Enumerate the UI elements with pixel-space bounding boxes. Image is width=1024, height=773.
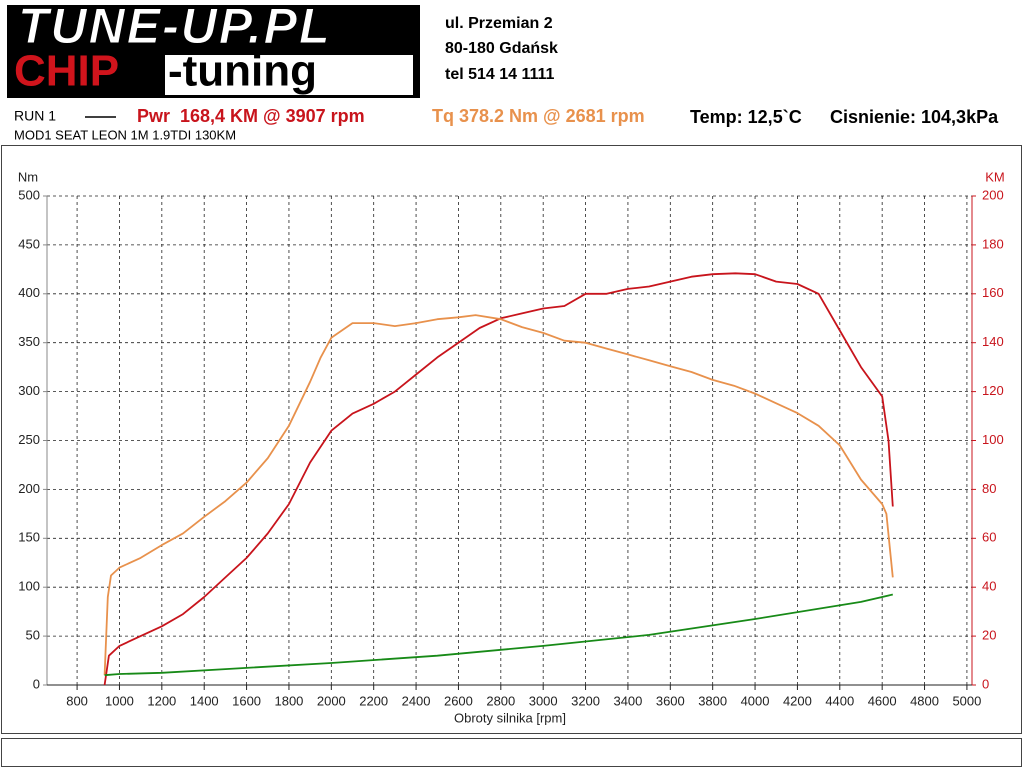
y2-tick-label: 60	[982, 530, 996, 545]
x-tick-label: 2200	[359, 693, 388, 708]
chart-frame	[1, 145, 1022, 734]
y2-tick-label: 160	[982, 285, 1004, 300]
y2-tick-label: 20	[982, 628, 996, 643]
x-tick-label: 3600	[656, 693, 685, 708]
address: ul. Przemian 2	[445, 15, 553, 32]
y2-tick-label: 40	[982, 579, 996, 594]
y-tick-label: 150	[18, 530, 40, 545]
y-tick-label: 250	[18, 432, 40, 447]
y2-tick-label: 0	[982, 676, 989, 691]
y-tick-label: 0	[33, 676, 40, 691]
logo-top: TUNE-UP.PL	[18, 0, 332, 54]
x-tick-label: 4800	[910, 693, 939, 708]
x-tick-label: 4200	[783, 693, 812, 708]
temp: Temp: 12,5`C	[690, 107, 802, 127]
logo-chip: CHIP	[14, 47, 119, 96]
y-tick-label: 300	[18, 383, 40, 398]
x-tick-label: 5000	[952, 693, 981, 708]
y-tick-label: 100	[18, 579, 40, 594]
x-tick-label: 1000	[105, 693, 134, 708]
legend-power: Pwr 168,4 KM @ 3907 rpm	[137, 106, 365, 126]
x-tick-label: 2800	[486, 693, 515, 708]
y-tick-label: 200	[18, 481, 40, 496]
y2-tick-label: 80	[982, 481, 996, 496]
y2-tick-label: 100	[982, 432, 1004, 447]
x-tick-label: 4600	[868, 693, 897, 708]
series-line	[103, 272, 894, 686]
x-tick-label: 1800	[274, 693, 303, 708]
y-tick-label: 450	[18, 236, 40, 251]
y-axis-title: Nm	[18, 169, 38, 184]
y2-tick-label: 180	[982, 236, 1004, 251]
y2-tick-label: 200	[982, 187, 1004, 202]
x-tick-label: 4000	[741, 693, 770, 708]
x-tick-label: 2600	[444, 693, 473, 708]
y2-axis-title: KM	[985, 169, 1005, 184]
legend-torque: Tq 378.2 Nm @ 2681 rpm	[432, 106, 645, 126]
logo-band	[165, 55, 413, 95]
x-axis-title: Obroty silnika [rpm]	[454, 710, 566, 725]
series-line	[103, 314, 894, 676]
x-tick-label: 3000	[529, 693, 558, 708]
x-tick-label: 3400	[613, 693, 642, 708]
x-tick-label: 4400	[825, 693, 854, 708]
address: 80-180 Gdańsk	[445, 40, 558, 57]
x-tick-label: 1200	[147, 693, 176, 708]
y-tick-label: 50	[26, 628, 40, 643]
run: RUN 1	[14, 108, 56, 124]
address: tel 514 14 1111	[445, 66, 555, 83]
y2-tick-label: 140	[982, 334, 1004, 349]
x-tick-label: 1400	[190, 693, 219, 708]
y-tick-label: 350	[18, 334, 40, 349]
footer-box	[1, 738, 1022, 767]
x-tick-label: 1600	[232, 693, 261, 708]
x-tick-label: 3800	[698, 693, 727, 708]
x-tick-label: 800	[66, 693, 88, 708]
x-tick-label: 3200	[571, 693, 600, 708]
x-tick-label: 2000	[317, 693, 346, 708]
series-line	[104, 593, 894, 677]
pressure: Cisnienie: 104,3kPa	[830, 107, 999, 127]
logo-tuning: -tuning	[168, 47, 317, 96]
y2-tick-label: 120	[982, 383, 1004, 398]
x-tick-label: 2400	[402, 693, 431, 708]
vehicle: MOD1 SEAT LEON 1M 1.9TDI 130KM	[14, 127, 236, 142]
y-tick-label: 400	[18, 285, 40, 300]
y-tick-label: 500	[18, 187, 40, 202]
